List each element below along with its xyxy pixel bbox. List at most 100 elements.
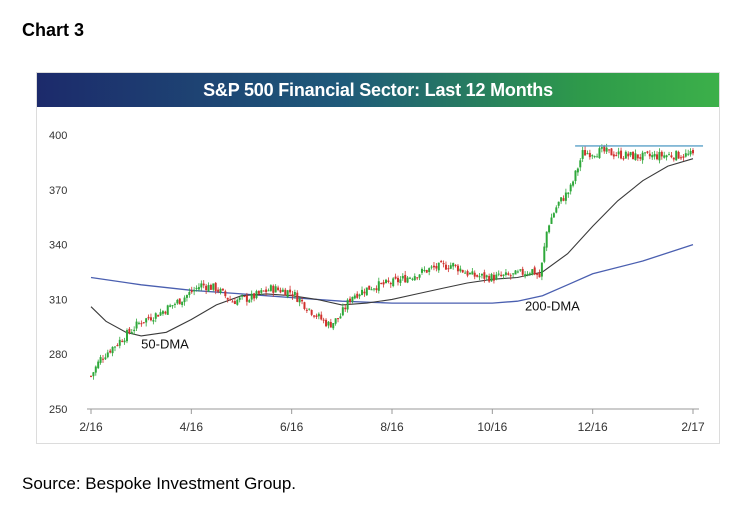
x-tick-label: 10/16: [477, 420, 507, 434]
candle-body: [183, 297, 186, 303]
candle-body: [622, 158, 625, 160]
candle-body: [512, 273, 515, 275]
candle-body: [260, 290, 263, 293]
candle-body: [219, 288, 222, 293]
candle-body: [164, 311, 167, 314]
candle-body: [598, 148, 601, 159]
candle-body: [368, 285, 371, 290]
candle-body: [552, 213, 555, 218]
candle-body: [272, 285, 275, 293]
candle-body: [363, 291, 366, 294]
candle-body: [411, 278, 414, 280]
candle-body: [296, 292, 299, 302]
candle-body: [161, 311, 164, 314]
candle-body: [121, 340, 124, 342]
x-tick-label: 12/16: [578, 420, 608, 434]
source-note: Source: Bespoke Investment Group.: [22, 474, 297, 493]
candle-body: [101, 358, 104, 360]
candle-body: [265, 289, 268, 293]
candle-body: [339, 316, 342, 319]
candle-body: [387, 280, 390, 283]
candle-body: [406, 277, 409, 283]
candle-body: [533, 267, 536, 275]
candle-body: [99, 357, 102, 363]
candle-body: [200, 283, 203, 288]
candle-body: [104, 357, 107, 360]
candle-body: [190, 290, 193, 293]
candle-body: [612, 154, 615, 157]
candle-body: [375, 288, 378, 291]
candle-body: [653, 153, 656, 157]
candle-body: [646, 151, 649, 153]
y-tick-label: 370: [49, 185, 67, 197]
candle-body: [106, 352, 109, 358]
candle-body: [507, 273, 510, 275]
candle-body: [435, 265, 438, 269]
candle-body: [128, 328, 131, 333]
candle-body: [572, 181, 575, 186]
candle-body: [454, 264, 457, 266]
candle-body: [560, 197, 563, 202]
candle-body: [627, 153, 630, 157]
candle-body: [389, 282, 392, 285]
candle-body: [502, 274, 505, 276]
title-bar: S&P 500 Financial Sector: Last 12 Months: [37, 73, 719, 107]
candle-body: [377, 281, 380, 291]
candle-body: [663, 155, 666, 158]
candle-body: [92, 372, 95, 377]
candle-body: [301, 299, 304, 302]
candle-body: [610, 148, 613, 156]
candle-body: [130, 332, 133, 334]
candle-body: [636, 154, 639, 159]
candle-body: [418, 274, 421, 278]
annotation-label: 200-DMA: [525, 298, 580, 313]
candle-body: [248, 300, 251, 303]
candle-body: [504, 272, 507, 275]
candle-body: [154, 313, 157, 319]
candle-body: [178, 298, 181, 305]
candle-body: [236, 299, 239, 305]
candle-body: [396, 277, 399, 283]
candle-body: [500, 274, 503, 277]
candle-body: [149, 317, 152, 321]
candle-body: [672, 157, 675, 160]
candle-body: [682, 156, 685, 158]
candle-body: [550, 217, 553, 224]
candle-body: [399, 279, 402, 283]
candle-body: [401, 275, 404, 279]
candle-body: [603, 145, 606, 152]
candle-body: [416, 277, 419, 279]
candle-body: [442, 263, 445, 265]
candle-body: [648, 153, 651, 157]
candle-body: [118, 339, 121, 346]
candle-body: [193, 290, 196, 292]
candle-body: [281, 289, 284, 292]
candle-body: [212, 283, 215, 290]
candle-body: [315, 315, 318, 317]
candle-body: [197, 287, 200, 290]
candle-body: [521, 268, 524, 275]
candle-body: [413, 276, 416, 281]
candle-body: [420, 268, 423, 273]
candle-body: [329, 321, 332, 328]
candle-body: [644, 152, 647, 154]
candle-body: [205, 285, 208, 291]
candle-body: [195, 287, 198, 289]
candle-body: [351, 296, 354, 302]
candle-body: [385, 279, 388, 284]
candle-body: [298, 298, 301, 303]
candle-body: [209, 284, 212, 290]
candle-body: [344, 307, 347, 310]
candle-body: [639, 157, 642, 159]
candle-body: [394, 276, 397, 279]
candle-body: [94, 366, 97, 373]
candle-body: [279, 289, 282, 293]
candle-body: [593, 156, 596, 158]
candle-body: [361, 289, 364, 295]
candle-body: [284, 289, 287, 296]
ma200-line: [90, 243, 694, 304]
candle-body: [313, 315, 316, 317]
candle-body: [495, 274, 498, 280]
candle-body: [274, 286, 277, 293]
candle-body: [157, 314, 160, 317]
